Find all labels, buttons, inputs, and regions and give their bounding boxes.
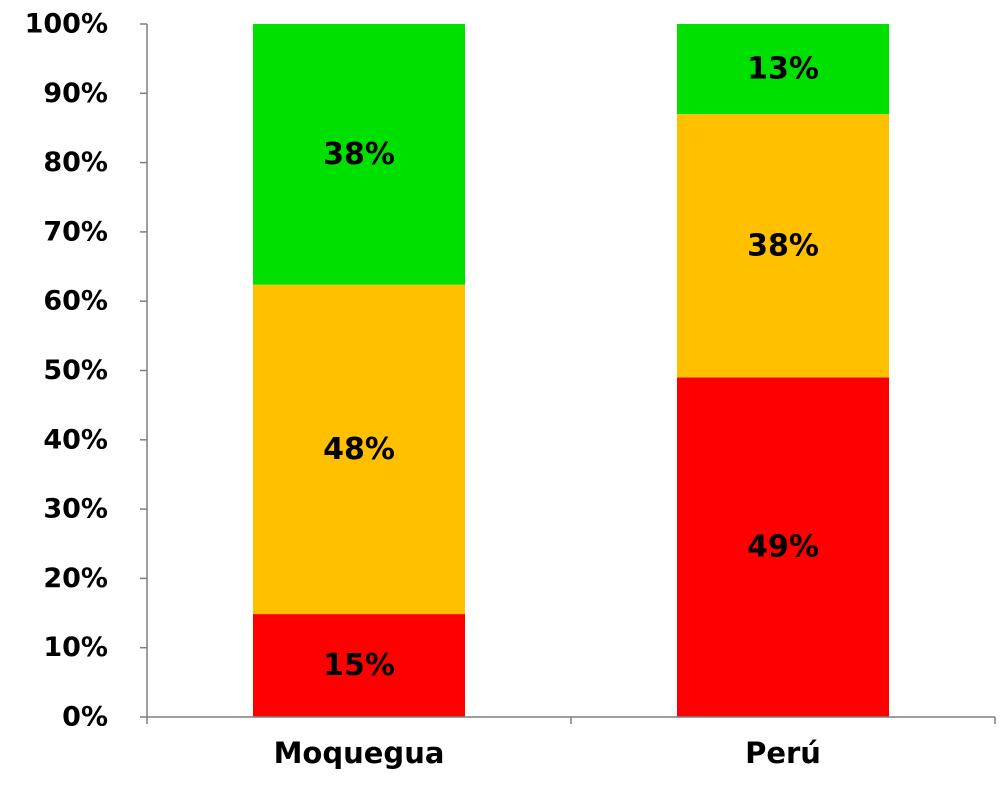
bars-group <box>253 24 889 717</box>
data-label-per--2: 13% <box>747 52 819 87</box>
axes-group: Moquegua Perú 0% 10% 20% 30% 40% 50% 60% 70% 80% 90… <box>25 9 996 770</box>
bar-segment-per--1 <box>677 114 889 378</box>
x-tick-label-0: Moquegua <box>274 736 445 770</box>
y-tick-label: 30% <box>43 494 108 525</box>
data-label-per--1: 38% <box>747 228 819 263</box>
y-tick-label: 60% <box>43 286 108 317</box>
y-tick-label: 70% <box>43 216 108 247</box>
data-label-moquegua-2: 38% <box>323 137 395 172</box>
y-tick-label: 100% <box>25 9 108 40</box>
bar-segment-moquegua-1 <box>253 284 465 615</box>
y-tick-label: 0% <box>62 702 108 733</box>
y-tick-label: 80% <box>43 147 108 178</box>
y-tick-label: 10% <box>43 632 108 663</box>
bar-segment-moquegua-2 <box>253 24 465 285</box>
data-label-moquegua-1: 48% <box>323 432 395 467</box>
bar-segment-moquegua-0 <box>253 614 465 717</box>
data-label-moquegua-0: 15% <box>323 648 395 683</box>
data-label-per--0: 49% <box>747 530 819 565</box>
y-tick-label: 90% <box>43 78 108 109</box>
y-tick-label: 40% <box>43 424 108 455</box>
bar-segment-per--0 <box>677 377 889 717</box>
x-tick-label-1: Perú <box>745 736 821 770</box>
y-tick-label: 50% <box>43 355 108 386</box>
data-labels-group: 15% 48% 38% 49% 38% 13% <box>323 52 819 683</box>
y-tick-label: 20% <box>43 563 108 594</box>
bar-segment-per--2 <box>677 24 889 115</box>
